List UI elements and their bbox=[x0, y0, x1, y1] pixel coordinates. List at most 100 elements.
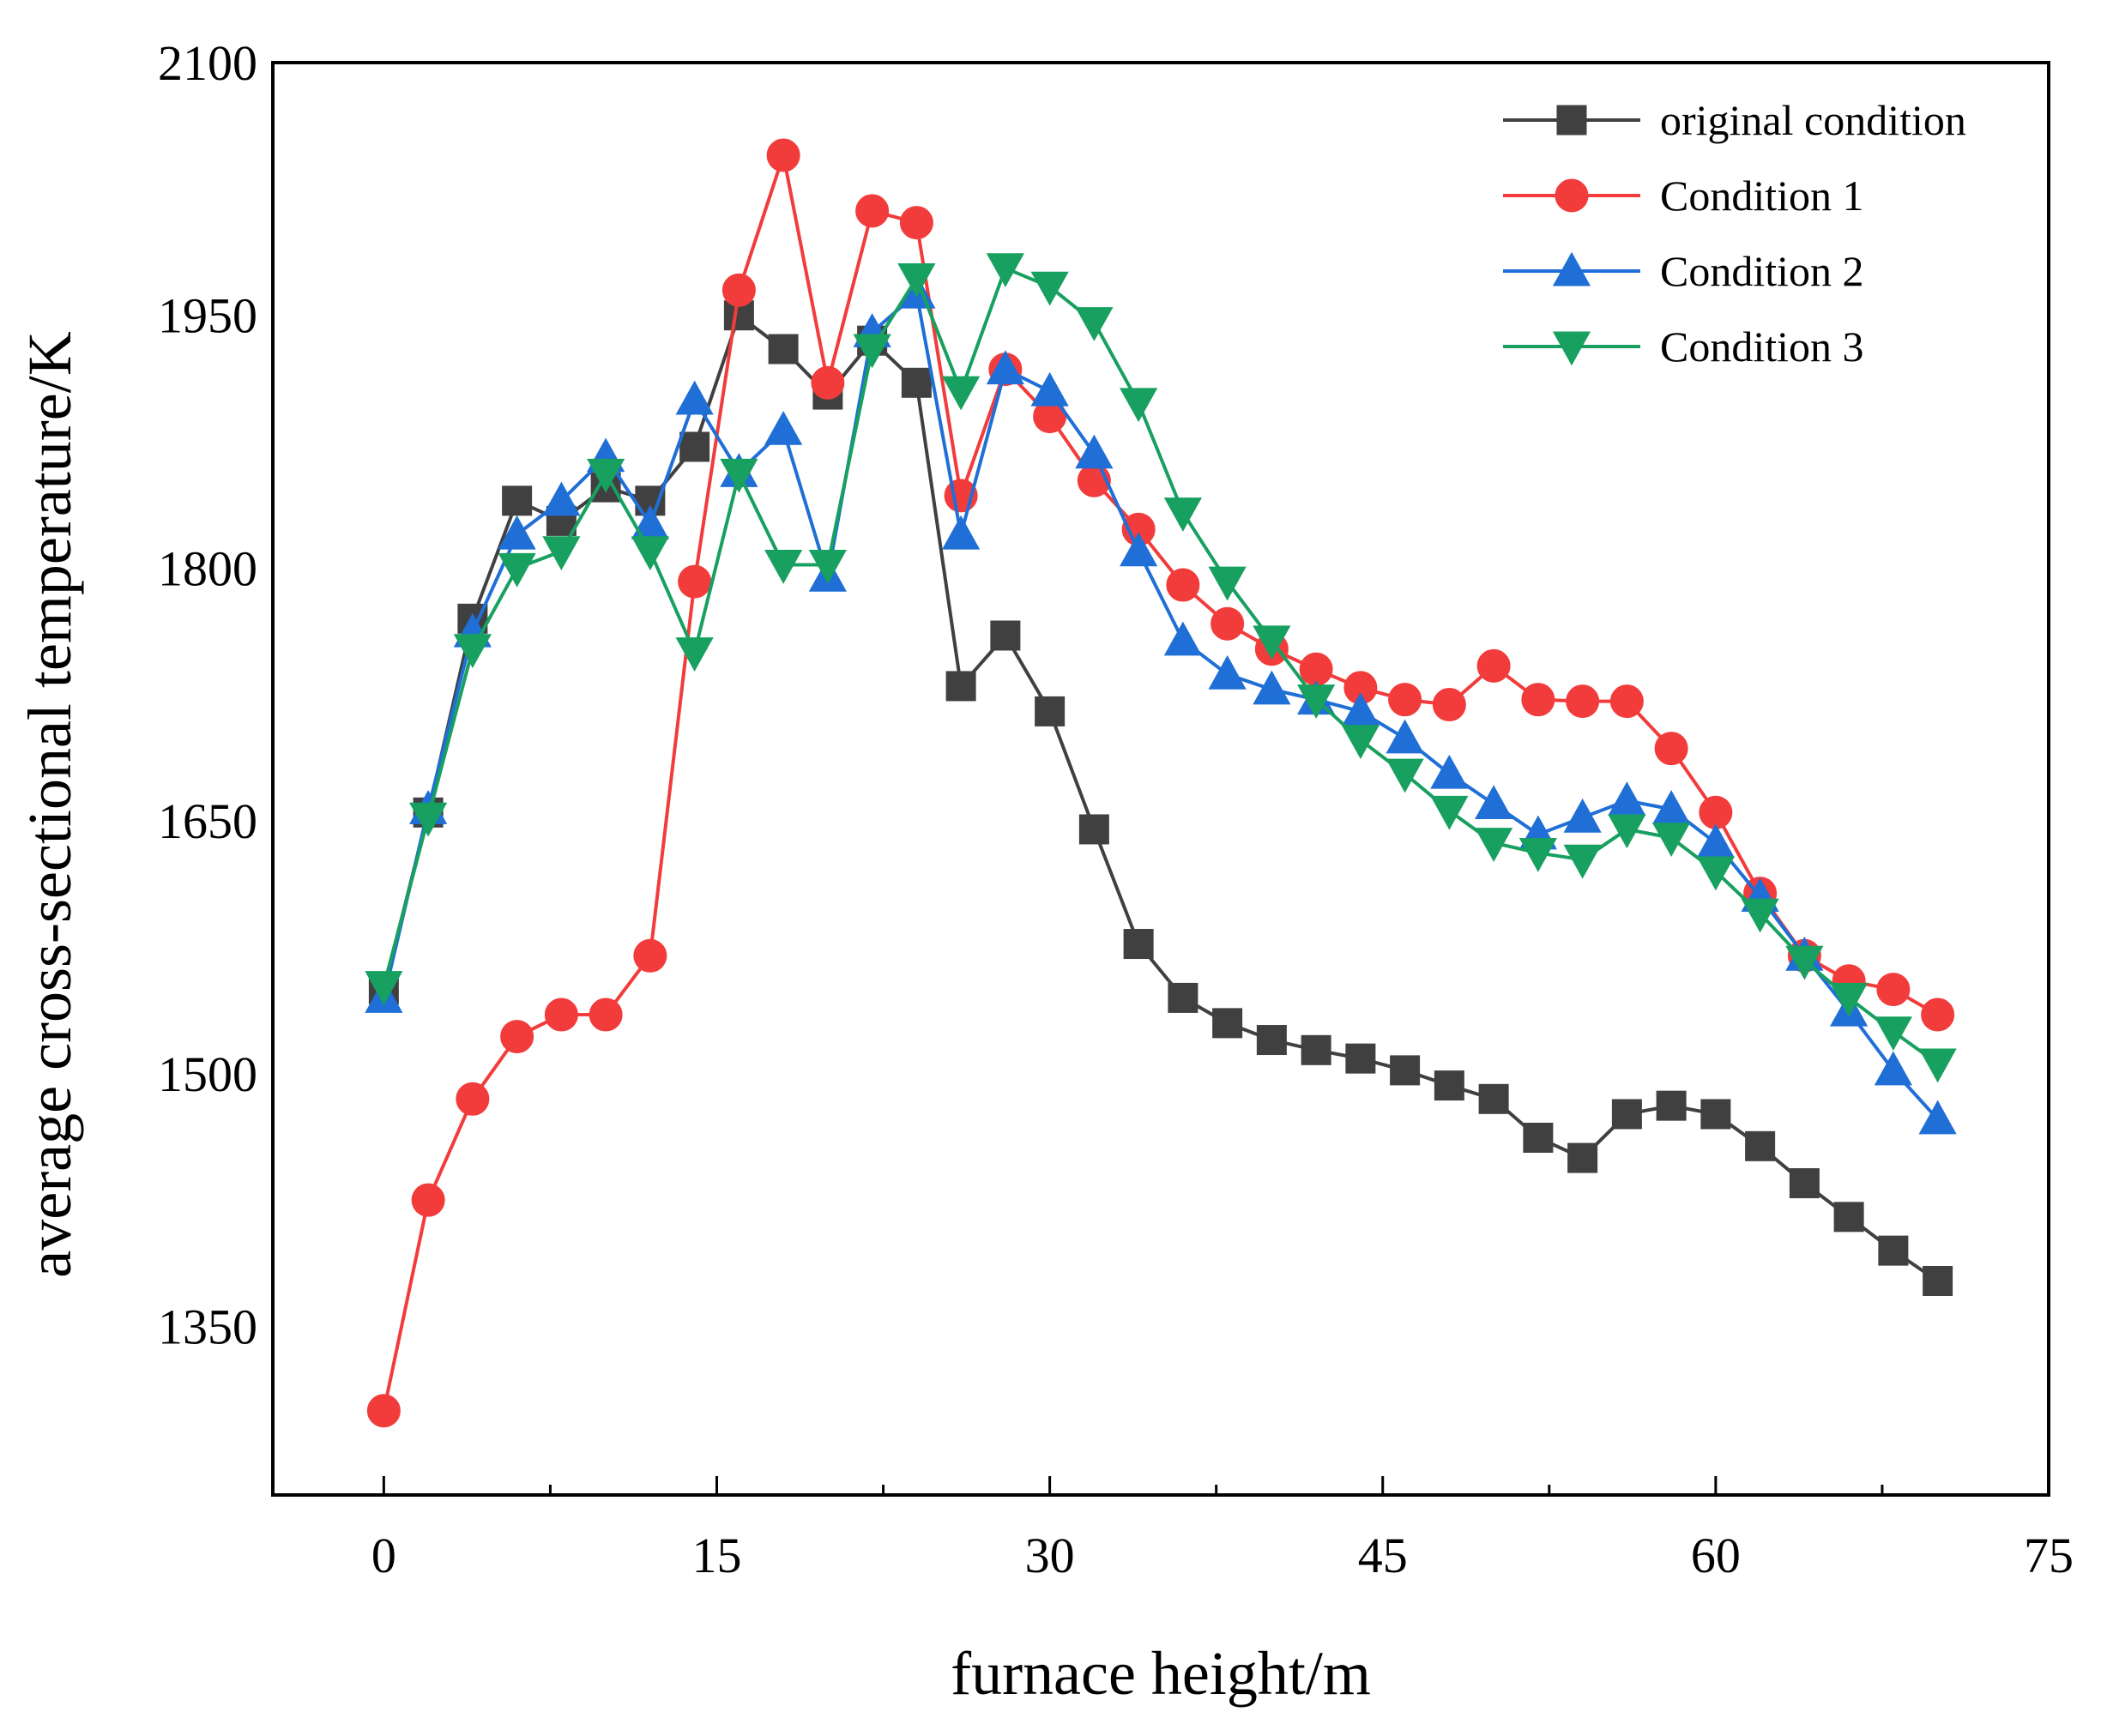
data-point bbox=[544, 998, 578, 1032]
data-point bbox=[1741, 898, 1779, 933]
data-point bbox=[502, 485, 533, 516]
x-tick-label: 60 bbox=[1691, 1528, 1741, 1583]
x-tick-label: 30 bbox=[1025, 1528, 1075, 1583]
data-point bbox=[1256, 1025, 1287, 1056]
data-point bbox=[1830, 982, 1869, 1017]
legend-marker bbox=[1552, 331, 1591, 366]
data-point bbox=[1563, 844, 1602, 879]
data-point bbox=[1075, 434, 1114, 469]
data-point bbox=[1918, 1100, 1957, 1135]
data-point bbox=[721, 273, 756, 307]
data-point bbox=[1476, 648, 1511, 683]
data-point bbox=[1745, 1130, 1776, 1161]
data-point bbox=[986, 350, 1024, 385]
data-point bbox=[1301, 1034, 1331, 1065]
data-point bbox=[855, 194, 890, 228]
data-point bbox=[764, 411, 803, 445]
data-point bbox=[1430, 795, 1469, 830]
data-point bbox=[899, 206, 933, 240]
data-point bbox=[1700, 1099, 1731, 1130]
data-point bbox=[897, 262, 936, 298]
data-point bbox=[1345, 1043, 1376, 1074]
legend-entry: Condition 3 bbox=[1503, 322, 1864, 371]
axes: 0 15 30 45 60 75 1350 1500 1650 1800 1950 2100 bbox=[158, 35, 2074, 1583]
data-point bbox=[1876, 973, 1911, 1007]
data-point bbox=[1434, 1070, 1464, 1101]
data-point bbox=[542, 536, 581, 571]
data-point bbox=[1874, 1016, 1912, 1051]
data-point bbox=[1785, 945, 1824, 980]
x-tick-label: 0 bbox=[371, 1528, 396, 1583]
data-point bbox=[1874, 1051, 1912, 1086]
data-point bbox=[853, 334, 891, 369]
data-point bbox=[1566, 684, 1600, 719]
legend: original condition Condition 1 Condition 2… bbox=[1503, 96, 1966, 371]
data-point bbox=[1696, 823, 1735, 859]
data-point bbox=[1390, 1055, 1421, 1086]
legend-marker bbox=[1555, 178, 1589, 213]
data-point bbox=[1210, 606, 1245, 641]
data-point bbox=[453, 634, 492, 668]
x-tick-label: 75 bbox=[2024, 1528, 2074, 1583]
data-point bbox=[1475, 828, 1513, 862]
data-point bbox=[675, 637, 714, 672]
y-tick-label: 1650 bbox=[158, 793, 257, 849]
data-point bbox=[678, 564, 712, 599]
data-point bbox=[1253, 625, 1291, 660]
legend-label: Condition 2 bbox=[1660, 247, 1864, 295]
legend-entry: Condition 1 bbox=[1503, 172, 1864, 220]
legend-marker bbox=[1556, 105, 1587, 136]
data-point bbox=[901, 367, 932, 398]
y-axis-title: average cross-sectional temperature/K bbox=[15, 331, 84, 1277]
y-tick-label: 1950 bbox=[158, 288, 257, 344]
legend-entry: Condition 2 bbox=[1503, 247, 1864, 295]
data-point bbox=[411, 1183, 445, 1217]
x-axis-title: furnace height/m bbox=[951, 1639, 1371, 1708]
data-point bbox=[1652, 823, 1691, 858]
data-point bbox=[1656, 1090, 1687, 1121]
data-point bbox=[720, 458, 758, 493]
x-tick-label: 45 bbox=[1358, 1528, 1408, 1583]
data-point bbox=[1521, 683, 1555, 717]
data-point bbox=[1386, 719, 1424, 754]
data-point bbox=[942, 515, 981, 550]
data-point bbox=[942, 376, 981, 411]
series-line bbox=[382, 292, 1940, 1121]
data-point bbox=[990, 620, 1021, 651]
data-point bbox=[1120, 532, 1158, 567]
data-point bbox=[409, 802, 448, 837]
plot-frame bbox=[271, 61, 2050, 1497]
data-point bbox=[1608, 814, 1646, 849]
data-point bbox=[1654, 732, 1688, 766]
y-tick-label: 1500 bbox=[158, 1046, 257, 1102]
data-point bbox=[1789, 1168, 1820, 1199]
data-point bbox=[1567, 1142, 1598, 1173]
data-point bbox=[587, 458, 625, 493]
data-point bbox=[1608, 781, 1646, 817]
x-tick-label: 15 bbox=[692, 1528, 742, 1583]
data-point bbox=[1609, 684, 1644, 719]
data-point bbox=[1432, 688, 1466, 722]
data-point bbox=[1208, 654, 1247, 690]
data-point bbox=[1923, 1265, 1953, 1296]
data-point bbox=[1878, 1235, 1909, 1266]
data-point bbox=[1388, 683, 1422, 717]
legend-label: original condition bbox=[1660, 96, 1966, 144]
data-point bbox=[1212, 1008, 1243, 1039]
data-point bbox=[631, 536, 669, 571]
data-point bbox=[1297, 684, 1336, 719]
data-point bbox=[1563, 798, 1602, 833]
data-point bbox=[365, 971, 403, 1005]
y-tick-label: 2100 bbox=[158, 35, 257, 91]
data-point bbox=[1253, 670, 1291, 705]
data-point bbox=[1475, 785, 1513, 819]
data-point bbox=[1078, 814, 1109, 845]
data-point bbox=[1523, 1122, 1554, 1153]
data-point bbox=[456, 1082, 490, 1116]
data-point bbox=[808, 549, 847, 584]
data-point bbox=[500, 1020, 534, 1054]
data-point bbox=[633, 938, 667, 973]
data-point bbox=[366, 1394, 401, 1428]
data-point bbox=[766, 138, 800, 172]
